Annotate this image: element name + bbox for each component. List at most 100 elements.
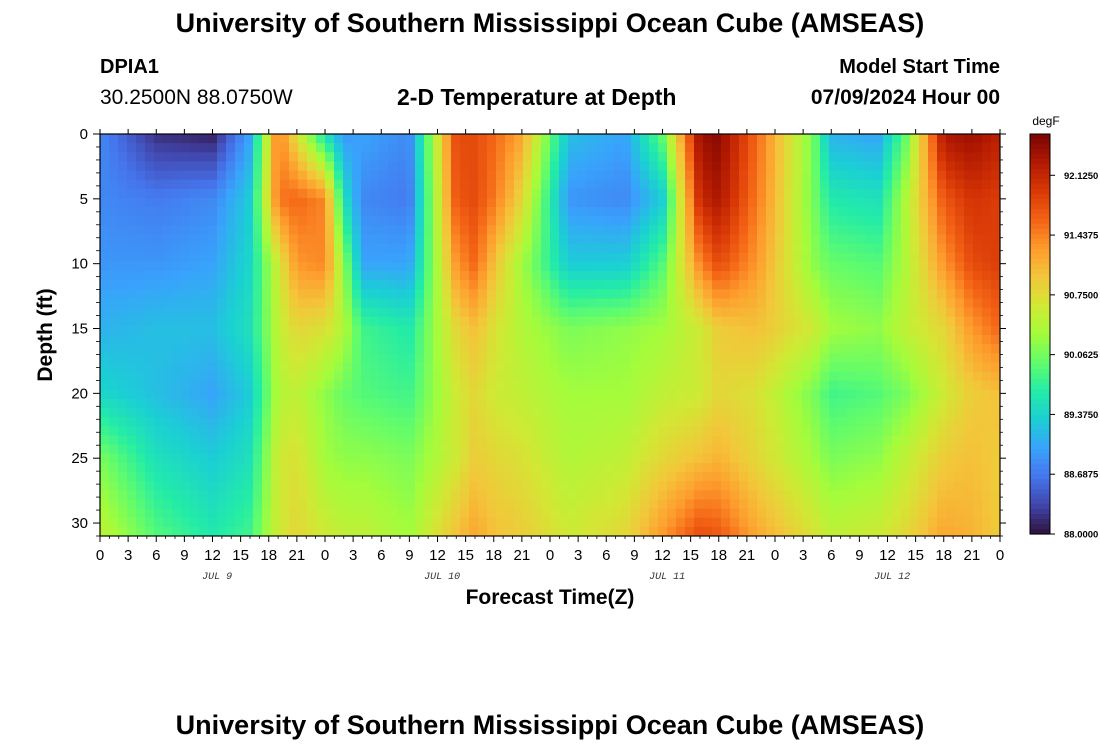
heatmap-cell <box>136 143 146 153</box>
heatmap-cell <box>523 188 533 199</box>
heatmap-cell <box>721 243 731 254</box>
heatmap-cell <box>316 207 326 217</box>
heatmap-cell <box>883 362 893 373</box>
heatmap-cell <box>433 179 443 190</box>
heatmap-cell <box>496 389 506 400</box>
heatmap-cell <box>721 252 731 263</box>
heatmap-cell <box>307 453 317 464</box>
heatmap-cell <box>208 426 218 437</box>
heatmap-cell <box>127 234 137 245</box>
heatmap-cell <box>739 462 749 473</box>
heatmap-cell <box>541 371 551 382</box>
heatmap-cell <box>811 261 821 272</box>
heatmap-cell <box>883 481 893 491</box>
heatmap-cell <box>649 444 659 455</box>
heatmap-cell <box>604 225 614 236</box>
heatmap-cell <box>631 472 641 482</box>
heatmap-cell <box>388 517 398 528</box>
heatmap-cell <box>775 271 785 281</box>
heatmap-cell <box>577 197 587 208</box>
heatmap-cell <box>316 472 326 482</box>
heatmap-cell <box>910 508 920 519</box>
heatmap-cell <box>379 225 389 236</box>
heatmap-cell <box>307 371 317 382</box>
heatmap-cell <box>253 289 263 300</box>
heatmap-cell <box>946 161 956 172</box>
heatmap-cell <box>226 435 236 446</box>
heatmap-cell <box>919 207 929 217</box>
heatmap-cell <box>847 453 857 464</box>
heatmap-cell <box>730 289 740 300</box>
colorbar-segment <box>1030 449 1050 455</box>
heatmap-cell <box>793 325 803 336</box>
x-tick-label: 0 <box>771 547 779 564</box>
heatmap-cell <box>307 289 317 300</box>
heatmap-cell <box>901 143 911 153</box>
heatmap-cell <box>208 252 218 263</box>
heatmap-cell <box>775 462 785 473</box>
heatmap-cell <box>604 362 614 373</box>
heatmap-cell <box>433 243 443 254</box>
heatmap-cell <box>352 161 362 172</box>
heatmap-cell <box>685 289 695 300</box>
heatmap-cell <box>748 152 758 163</box>
heatmap-cell <box>424 316 434 327</box>
heatmap-cell <box>685 161 695 172</box>
heatmap-cell <box>289 444 299 455</box>
heatmap-cell <box>586 353 596 364</box>
heatmap-cell <box>406 462 416 473</box>
day-label: JUL 11 <box>649 572 685 583</box>
heatmap-cell <box>676 271 686 281</box>
heatmap-cell <box>595 517 605 528</box>
heatmap-cell <box>145 289 155 300</box>
heatmap-cell <box>946 225 956 236</box>
heatmap-cell <box>424 280 434 290</box>
heatmap-cell <box>568 179 578 190</box>
heatmap-cell <box>748 170 758 181</box>
heatmap-cell <box>613 307 623 318</box>
heatmap-cell <box>838 444 848 455</box>
heatmap-cell <box>235 462 245 473</box>
heatmap-cell <box>190 353 200 364</box>
colorbar-segment <box>1030 189 1050 195</box>
heatmap-cell <box>316 170 326 181</box>
heatmap-cell <box>595 398 605 409</box>
heatmap-cell <box>730 188 740 199</box>
heatmap-cell <box>460 380 470 391</box>
heatmap-cell <box>514 197 524 208</box>
heatmap-cell <box>370 289 380 300</box>
heatmap-cell <box>523 490 533 501</box>
heatmap-cell <box>253 444 263 455</box>
heatmap-cell <box>658 325 668 336</box>
heatmap-cell <box>487 170 497 181</box>
heatmap-cell <box>640 234 650 245</box>
heatmap-cell <box>532 408 542 418</box>
heatmap-cell <box>127 453 137 464</box>
heatmap-cell <box>469 435 479 446</box>
heatmap-cell <box>919 335 929 345</box>
heatmap-cell <box>748 335 758 345</box>
heatmap-cell <box>289 517 299 528</box>
colorbar-segment <box>1030 279 1050 285</box>
heatmap-cell <box>181 234 191 245</box>
heatmap-cell <box>964 307 974 318</box>
heatmap-cell <box>478 453 488 464</box>
heatmap-cell <box>298 307 308 318</box>
heatmap-cell <box>883 170 893 181</box>
heatmap-cell <box>343 499 353 510</box>
heatmap-cell <box>280 207 290 217</box>
heatmap-cell <box>289 344 299 354</box>
heatmap-cell <box>730 243 740 254</box>
heatmap-cell <box>478 325 488 336</box>
heatmap-cell <box>181 289 191 300</box>
heatmap-cell <box>658 335 668 345</box>
heatmap-cell <box>802 179 812 190</box>
heatmap-cell <box>442 252 452 263</box>
x-tick-label: 3 <box>349 547 357 564</box>
heatmap-cell <box>577 362 587 373</box>
heatmap-cell <box>280 143 290 153</box>
heatmap-cell <box>550 398 560 409</box>
heatmap-cell <box>757 499 767 510</box>
heatmap-cell <box>325 508 335 519</box>
heatmap-cell <box>496 526 506 536</box>
